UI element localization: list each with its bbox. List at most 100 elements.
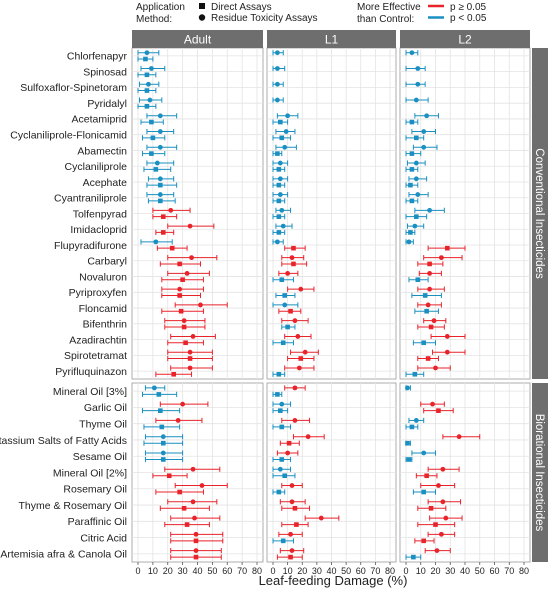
row-label: Spirotetramat	[64, 350, 127, 362]
mean-point-residue	[296, 365, 302, 371]
mean-point-direct	[276, 214, 282, 219]
mean-point-residue	[157, 129, 163, 134]
group-strip	[532, 48, 548, 379]
row-label: Sulfoxaflor-Spinetoram	[20, 82, 127, 94]
legend-square-marker	[199, 3, 205, 9]
row-label: Pyriproxyfen	[69, 287, 128, 299]
mean-point-direct	[292, 506, 298, 511]
x-tick-label: 80	[519, 566, 529, 576]
mean-point-residue	[292, 418, 298, 423]
mean-point-direct	[286, 440, 292, 446]
group-strips: Conventional Insecticides Biorational Ins…	[532, 48, 548, 562]
mean-point-direct	[156, 392, 162, 397]
mean-point-residue	[289, 548, 295, 554]
column-strip-adult	[132, 30, 263, 48]
mean-point-residue	[456, 434, 462, 440]
row-label: Pyridalyl	[87, 98, 127, 110]
row-label: Tolfenpyrad	[73, 208, 127, 220]
mean-point-direct	[409, 119, 415, 125]
legend-color-title-2: than Control:	[357, 14, 414, 25]
mean-point-direct	[280, 538, 286, 544]
mean-point-direct	[414, 214, 419, 219]
mean-point-direct	[187, 356, 193, 361]
mean-point-direct	[171, 371, 176, 377]
mean-point-residue	[415, 66, 421, 71]
mean-point-direct	[279, 277, 285, 282]
mean-point-residue	[421, 144, 427, 150]
mean-point-residue	[427, 207, 432, 213]
mean-point-residue	[187, 365, 193, 371]
mean-point-residue	[274, 66, 280, 71]
mean-point-residue	[153, 239, 159, 245]
panels	[131, 47, 531, 563]
mean-point-direct	[150, 135, 156, 141]
mean-point-direct	[275, 151, 280, 156]
row-label: Garlic Oil	[84, 402, 127, 414]
mean-point-direct	[280, 340, 286, 346]
mean-point-residue	[298, 286, 304, 292]
x-tick-label: 0	[135, 566, 140, 576]
mean-point-direct	[411, 554, 416, 560]
mean-point-residue	[277, 160, 283, 166]
mean-point-direct	[177, 489, 182, 495]
group-strip-label: Conventional Insecticides	[533, 148, 545, 279]
mean-point-residue	[190, 334, 196, 339]
mean-point-residue	[190, 499, 196, 505]
mean-point-direct	[276, 198, 282, 204]
mean-point-residue	[413, 418, 419, 423]
legend-color-item-sig: p < 0.05	[450, 13, 487, 24]
mean-point-residue	[177, 286, 183, 292]
mean-point-residue	[285, 270, 291, 276]
mean-point-direct	[149, 151, 154, 156]
mean-point-residue	[146, 81, 151, 87]
row-label: Floncamid	[79, 303, 128, 315]
row-label: Pyrifluquinazon	[55, 366, 127, 378]
mean-point-residue	[277, 466, 283, 472]
mean-point-direct	[414, 135, 419, 141]
row-label: Sesame Oil	[73, 451, 127, 463]
row-label: Paraffinic Oil	[68, 516, 127, 528]
mean-point-direct	[178, 308, 184, 314]
mean-point-direct	[160, 440, 166, 446]
mean-point-direct	[143, 56, 148, 62]
column-strips: Adult L1 L2	[132, 30, 530, 48]
x-tick-label: 20	[163, 566, 173, 576]
mean-point-residue	[421, 129, 427, 134]
mean-point-residue	[292, 318, 298, 324]
mean-point-residue	[443, 515, 449, 521]
mean-point-direct	[160, 457, 166, 462]
x-tick-label: 40	[192, 566, 202, 576]
mean-point-residue	[187, 223, 193, 229]
mean-point-direct	[298, 356, 304, 361]
data-marks	[137, 50, 481, 560]
mean-point-residue	[274, 81, 280, 87]
mean-point-residue	[274, 50, 280, 56]
row-label: Flupyradifurone	[54, 240, 127, 252]
x-tick-label: 70	[237, 566, 247, 576]
legend-shape-item-residue: Residue Toxicity Assays	[211, 13, 318, 24]
row-label: Carbaryl	[87, 256, 127, 268]
group-strip	[532, 383, 548, 562]
row-label: Rosemary Oil	[63, 484, 127, 496]
mean-point-residue	[409, 50, 415, 56]
x-tick-label: 70	[370, 566, 380, 576]
mean-point-residue	[424, 113, 430, 119]
mean-point-residue	[318, 515, 324, 521]
mean-point-residue	[280, 223, 286, 229]
mean-point-residue	[439, 531, 444, 537]
mean-point-direct	[291, 261, 296, 267]
mean-point-direct	[425, 356, 431, 361]
mean-point-residue	[412, 223, 418, 229]
mean-point-residue	[421, 450, 427, 456]
mean-point-direct	[144, 72, 150, 78]
mean-point-residue	[434, 548, 440, 554]
mean-point-residue	[282, 302, 288, 308]
mean-point-residue	[148, 66, 154, 71]
mean-point-direct	[436, 408, 441, 413]
mean-point-residue	[199, 483, 205, 488]
column-strip-label: L1	[325, 33, 339, 47]
mean-point-direct	[409, 151, 415, 156]
mean-point-direct	[282, 293, 287, 298]
row-label: Chlorfenapyr	[67, 51, 128, 63]
x-tick-label: 80	[252, 566, 262, 576]
